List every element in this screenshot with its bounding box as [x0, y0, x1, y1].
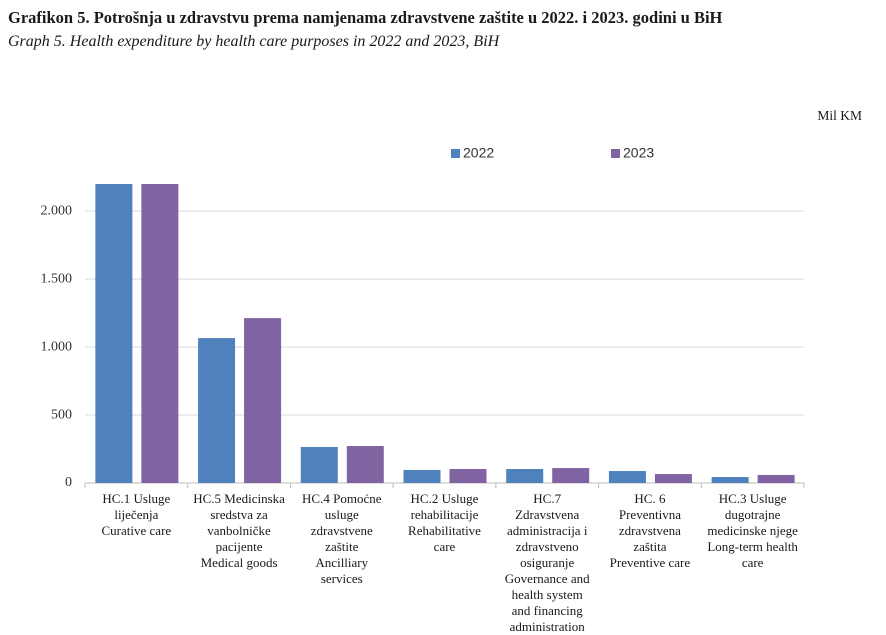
bar: [449, 469, 487, 483]
x-tick-label: HC.2 Usluge rehabilitacije Rehabilitativ…: [408, 491, 481, 554]
bar: [198, 338, 236, 483]
bar: [757, 474, 795, 483]
x-tick-label: HC.4 Pomoćne usluge zdravstvene zaštite …: [302, 491, 382, 586]
bar: [506, 469, 544, 483]
bar: [244, 318, 282, 483]
chart-title: Grafikon 5. Potrošnja u zdravstvu prema …: [8, 8, 723, 27]
bar: [346, 446, 384, 483]
x-tick-label: HC.3 Usluge dugotrajne medicinske njege …: [707, 491, 798, 570]
legend-swatch: [611, 149, 620, 158]
x-tick-label: HC.5 Medicinska sredstva za vanbolničke …: [193, 491, 285, 570]
bar: [711, 477, 749, 483]
bar: [403, 469, 441, 483]
legend-label: 2023: [623, 145, 654, 161]
chart-subtitle: Graph 5. Health expenditure by health ca…: [8, 33, 500, 50]
x-tick-label: HC.7 Zdravstvena administracija i zdravs…: [504, 491, 590, 634]
y-axis-label: Mil KM: [817, 108, 862, 123]
bar: [95, 184, 133, 483]
bar: [141, 184, 179, 483]
y-tick-label: 1.500: [41, 271, 73, 286]
y-tick-label: 1.000: [41, 339, 73, 354]
x-tick-label: HC. 6 Preventivna zdravstvena zaštita Pr…: [609, 491, 691, 570]
y-tick-label: 0: [65, 475, 72, 490]
y-tick-label: 2.000: [41, 203, 73, 218]
bar: [552, 468, 590, 483]
bar: [608, 471, 646, 483]
legend-swatch: [451, 149, 460, 158]
x-tick-label: HC.1 Usluge liječenja Curative care: [101, 491, 172, 538]
y-tick-label: 500: [51, 407, 72, 422]
bar: [654, 474, 692, 483]
bar: [300, 446, 338, 483]
legend-label: 2022: [463, 145, 494, 161]
